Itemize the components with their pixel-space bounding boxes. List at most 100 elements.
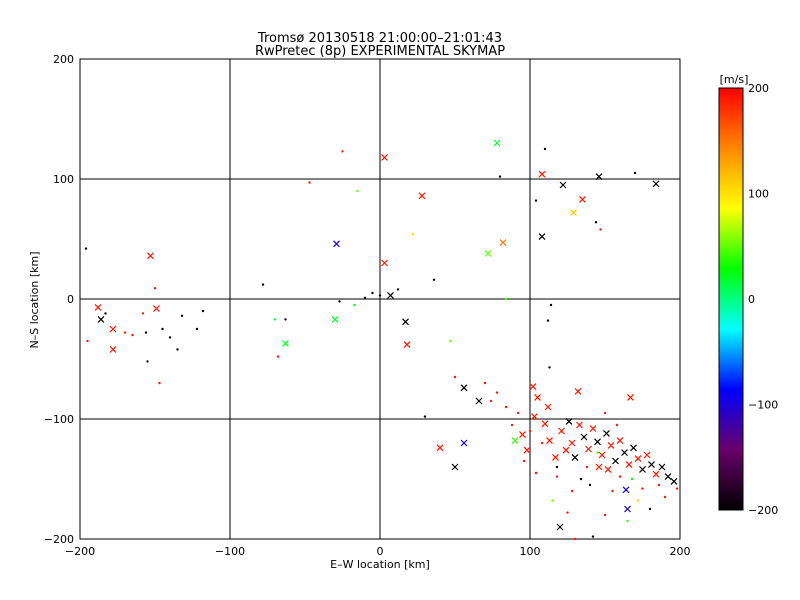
data-point-cross — [648, 461, 655, 469]
data-point-cross — [436, 444, 444, 452]
colorbar-tick-label: 100 — [748, 188, 769, 201]
data-point-dot — [633, 171, 637, 175]
data-point-cross — [607, 441, 615, 449]
colorbar-tick-labels: −200 −100 0 100 200 — [748, 82, 778, 517]
colorbar-tick-label: 0 — [748, 293, 755, 306]
data-point-dot — [615, 423, 619, 427]
data-point-dot — [573, 537, 577, 541]
data-point-dot — [158, 381, 161, 385]
data-point-dot — [453, 375, 457, 379]
data-point-dot — [570, 489, 574, 493]
x-tick-label: 0 — [377, 545, 384, 558]
data-point-cross — [643, 451, 651, 459]
data-point-cross — [451, 463, 459, 471]
data-point-cross — [529, 383, 537, 391]
data-point-cross — [627, 393, 634, 401]
data-point-dot — [371, 291, 374, 295]
grid-lines — [80, 59, 680, 539]
data-point-dot — [555, 465, 559, 469]
plot-frame — [79, 58, 681, 540]
data-point-cross — [511, 437, 519, 445]
data-point-cross — [94, 303, 102, 311]
y-tick-label: 200 — [53, 53, 74, 66]
data-point-cross — [630, 444, 637, 452]
x-tick-labels: −200 −100 0 100 200 — [65, 545, 691, 558]
data-point-cross — [538, 233, 546, 241]
data-point-dot — [534, 199, 538, 202]
data-point-dot — [549, 303, 553, 307]
data-point-cross — [565, 417, 573, 425]
data-point-cross — [475, 397, 483, 405]
data-point-dot — [284, 318, 287, 321]
data-point-dot — [180, 314, 184, 317]
data-point-cross — [381, 259, 388, 267]
data-point-cross — [574, 387, 582, 395]
data-point-cross — [604, 465, 612, 473]
data-point-dot — [585, 465, 589, 469]
x-tick-label: 200 — [670, 545, 691, 558]
data-point-cross — [603, 429, 610, 437]
data-point-dot — [396, 288, 400, 291]
colorbar-tick-label: −100 — [748, 399, 778, 412]
data-point-dot — [555, 475, 559, 478]
data-point-dot — [663, 495, 667, 499]
data-point-dot — [432, 278, 436, 281]
data-point-dot — [423, 415, 427, 418]
data-point-dot — [566, 511, 569, 514]
data-point-dot — [483, 381, 487, 385]
data-point-dot — [596, 451, 599, 454]
data-point-cross — [571, 453, 579, 461]
data-point-dot — [579, 477, 583, 481]
data-point-dot — [543, 147, 547, 151]
data-point-dot — [123, 331, 127, 334]
data-point-cross — [544, 403, 552, 411]
data-point-cross — [664, 473, 672, 481]
data-point-cross — [558, 427, 565, 435]
data-point-dot — [618, 475, 622, 478]
data-point-dot — [551, 499, 554, 502]
data-point-cross — [639, 465, 646, 473]
data-point-cross — [331, 315, 339, 323]
data-point-cross — [576, 421, 583, 429]
data-point-cross — [403, 341, 411, 349]
data-point-dot — [141, 312, 145, 315]
x-tick-label: −100 — [215, 545, 245, 558]
data-point-cross — [534, 393, 541, 401]
data-point-cross — [594, 438, 601, 446]
data-point-cross — [387, 291, 394, 299]
colorbar-label: [m/s] — [720, 73, 749, 86]
data-point-cross — [531, 413, 538, 421]
data-point-dot — [489, 399, 493, 403]
data-point-cross — [460, 384, 468, 392]
data-point-dot — [449, 339, 452, 343]
y-tick-label: 100 — [53, 173, 74, 186]
data-point-dot — [603, 411, 607, 415]
data-point-dot — [641, 487, 644, 490]
data-point-cross — [622, 486, 630, 494]
data-point-cross — [546, 437, 553, 445]
data-point-cross — [589, 425, 597, 433]
data-point-cross — [568, 439, 576, 447]
data-point-cross — [418, 192, 426, 200]
data-point-dot — [657, 483, 661, 487]
data-point-cross — [460, 439, 468, 447]
y-axis-label: N–S location [km] — [28, 251, 41, 348]
colorbar-tick-label: 200 — [748, 82, 769, 95]
data-point-dot — [594, 221, 598, 224]
data-point-dot — [599, 228, 602, 231]
data-point-dot — [144, 331, 148, 334]
y-tick-labels: −200 −100 0 100 200 — [44, 53, 74, 546]
data-point-dot — [363, 296, 367, 299]
data-point-dot — [176, 348, 179, 351]
x-axis-label: E–W location [km] — [330, 558, 430, 571]
data-point-dot — [504, 405, 508, 409]
data-point-dot — [626, 519, 629, 523]
y-tick-label: −200 — [44, 533, 74, 546]
data-point-dot — [528, 429, 532, 433]
data-point-dot — [498, 175, 502, 178]
data-point-dot — [353, 303, 356, 307]
data-point-dot — [201, 309, 205, 313]
data-point-dot — [522, 459, 526, 463]
data-point-dot — [611, 489, 614, 493]
